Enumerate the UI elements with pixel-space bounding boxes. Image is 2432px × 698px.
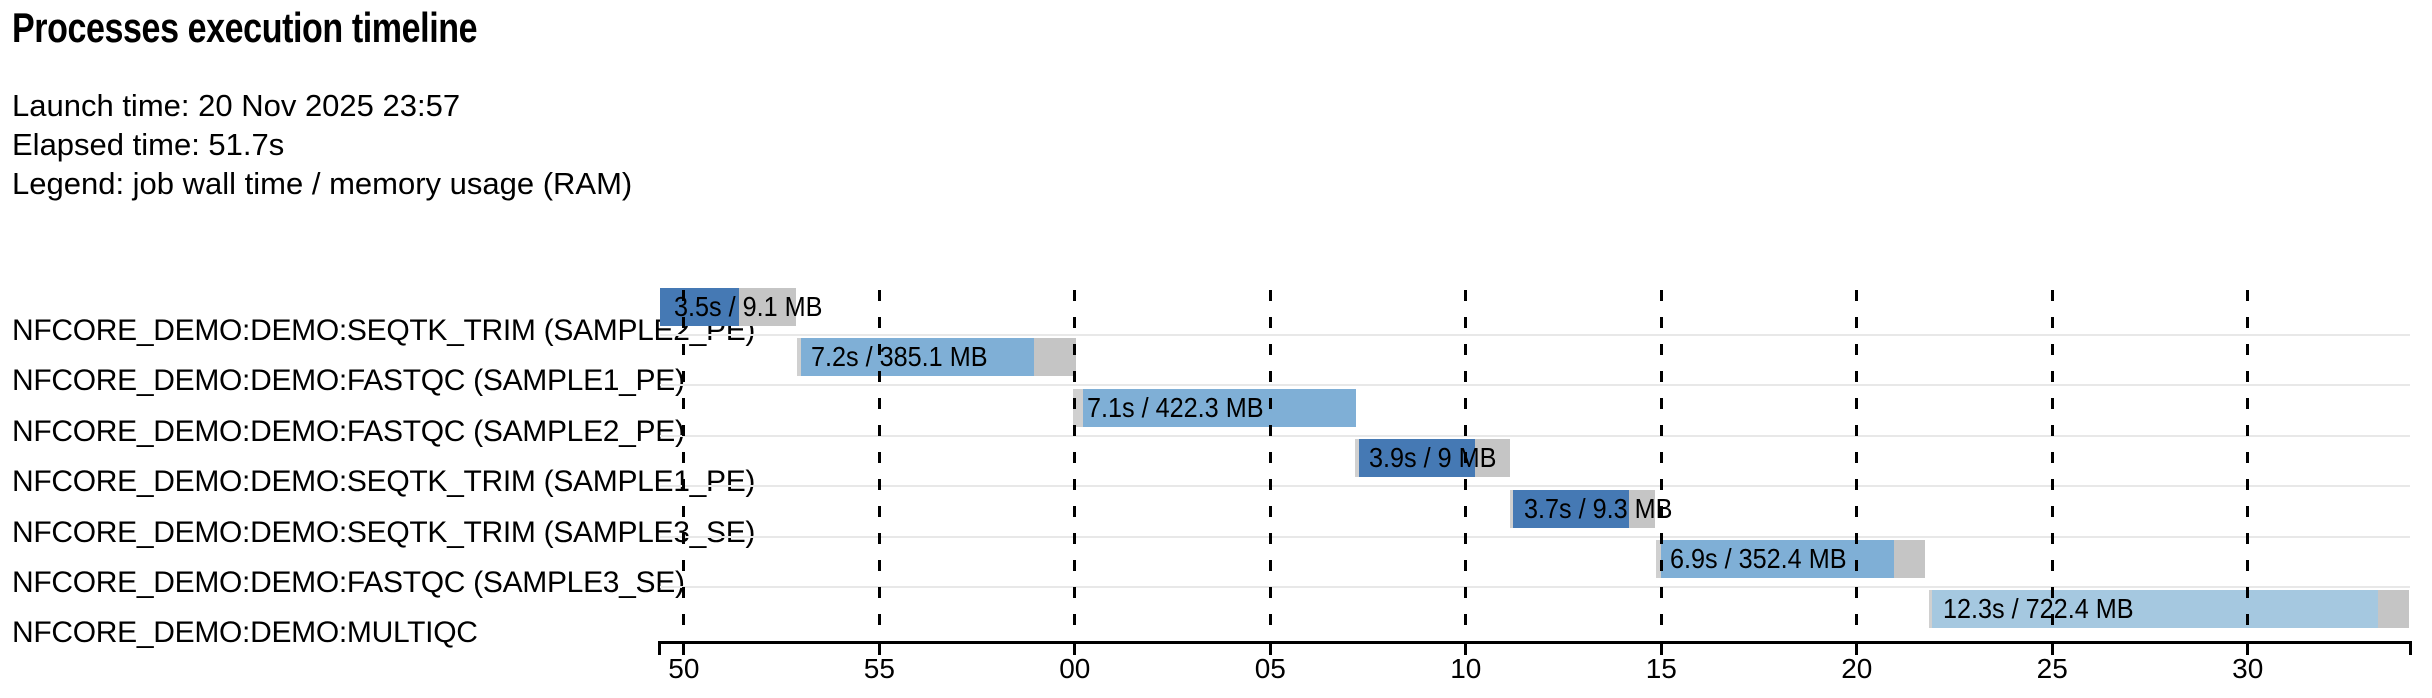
gridline	[2246, 290, 2250, 641]
axis-end-cap	[658, 641, 661, 655]
process-label: NFCORE_DEMO:DEMO:FASTQC (SAMPLE2_PE)	[12, 414, 685, 448]
axis-tick-label: 20	[1841, 653, 1873, 684]
axis-tick-label: 25	[2036, 653, 2068, 684]
bar-value-label: 12.3s / 722.4 MB	[1943, 593, 2134, 625]
axis-tick	[682, 643, 686, 655]
row-separator	[660, 434, 2410, 437]
row-separator	[660, 586, 2410, 588]
tail-segment	[1893, 540, 1925, 578]
legend-line: Legend: job wall time / memory usage (RA…	[12, 166, 633, 201]
bar-value-label: 7.1s / 422.3 MB	[1086, 391, 1264, 423]
run-segment	[1359, 439, 1476, 478]
axis-tick-label: 10	[1450, 653, 1482, 684]
elapsed-time-line: Elapsed time: 51.7s	[12, 127, 285, 162]
run-segment	[1660, 540, 1894, 578]
tail-segment	[1475, 439, 1510, 478]
axis-tick	[2246, 643, 2250, 655]
process-label: NFCORE_DEMO:DEMO:SEQTK_TRIM (SAMPLE3_SE)	[12, 515, 756, 549]
bar-value-label: 3.9s / 9 MB	[1369, 442, 1497, 474]
process-label: NFCORE_DEMO:DEMO:FASTQC (SAMPLE1_PE)	[12, 364, 685, 398]
axis-tick	[1659, 643, 1663, 655]
process-label: NFCORE_DEMO:DEMO:FASTQC (SAMPLE3_SE)	[12, 566, 685, 599]
gridline	[1073, 290, 1077, 641]
row-separator	[660, 384, 2410, 387]
gridline	[1268, 290, 1272, 641]
axis-tick	[1464, 643, 1468, 655]
axis-tick-label: 00	[1059, 653, 1091, 684]
queue-segment	[1072, 388, 1084, 427]
axis-tick-label: 50	[668, 653, 700, 684]
axis-tick	[1073, 643, 1077, 655]
queue-segment	[1655, 540, 1661, 578]
bar-value-label: 7.2s / 385.1 MB	[810, 341, 988, 373]
run-segment	[1513, 489, 1629, 528]
gridline	[877, 290, 881, 641]
tail-segment	[2377, 590, 2409, 629]
tail-segment	[1034, 338, 1076, 377]
queue-segment	[1929, 590, 1932, 629]
run-segment	[800, 338, 1035, 377]
axis-tick	[1855, 643, 1859, 655]
axis-tick	[1268, 643, 1272, 655]
axis-tick-label: 15	[1645, 653, 1677, 684]
bar-value-label: 3.5s / 9.1 MB	[674, 291, 823, 322]
bar-value-label: 3.7s / 9.3 MB	[1523, 492, 1673, 524]
gridline	[2050, 290, 2054, 641]
axis-tick-label: 30	[2232, 653, 2264, 684]
process-label: NFCORE_DEMO:DEMO:SEQTK_TRIM (SAMPLE2_PE)	[12, 314, 756, 347]
gridline	[1659, 290, 1663, 641]
process-label: NFCORE_DEMO:DEMO:MULTIQC	[12, 616, 478, 650]
row-separator	[660, 485, 2410, 488]
page-title: Processes execution timeline	[12, 4, 478, 51]
run-segment	[1931, 590, 2378, 629]
axis-end-cap	[2409, 641, 2412, 655]
bar-value-label: 6.9s / 352.4 MB	[1669, 543, 1847, 574]
gridline	[682, 290, 686, 641]
gridline	[1464, 290, 1468, 641]
gridline	[1855, 290, 1859, 641]
run-segment	[1083, 388, 1356, 427]
queue-segment	[796, 338, 801, 377]
queue-segment	[1509, 489, 1514, 528]
tail-segment	[738, 288, 797, 326]
process-label: NFCORE_DEMO:DEMO:SEQTK_TRIM (SAMPLE1_PE)	[12, 465, 756, 499]
run-meta: Launch time: 20 Nov 2025 23:57 Elapsed t…	[12, 86, 632, 203]
launch-time-line: Launch time: 20 Nov 2025 23:57	[12, 88, 461, 123]
tail-segment	[1628, 489, 1656, 528]
axis-baseline	[658, 641, 2411, 644]
axis-tick	[2050, 643, 2054, 655]
axis-tick-label: 55	[863, 653, 895, 684]
axis-tick	[877, 643, 881, 655]
run-segment	[660, 288, 739, 326]
row-separator	[660, 535, 2410, 538]
row-separator	[660, 334, 2410, 336]
axis-tick-label: 05	[1254, 653, 1286, 684]
queue-segment	[1355, 439, 1360, 478]
